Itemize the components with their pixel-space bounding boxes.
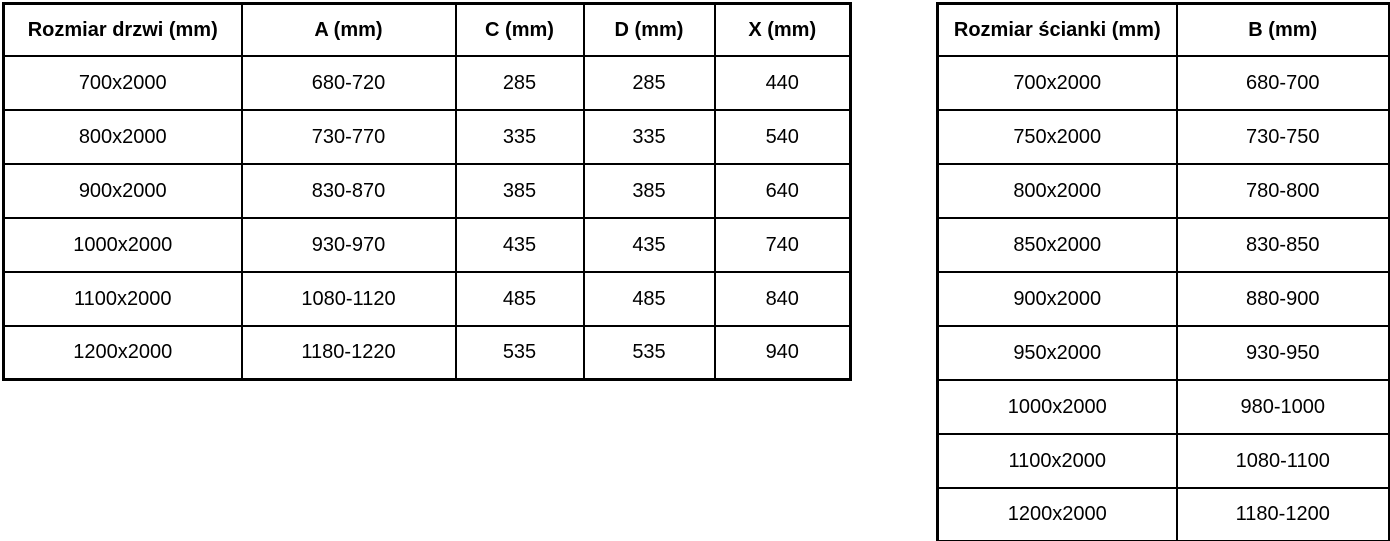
column-header: B (mm) [1175,2,1390,57]
table-cell: 385 [454,162,585,219]
column-header: C (mm) [454,2,585,57]
table-row: 1200x2000 1180-1200 [936,486,1390,541]
table-cell: 900x2000 [936,270,1178,327]
table-cell: 740 [713,216,852,273]
table-cell: 950x2000 [936,324,1178,381]
table-cell: 440 [713,54,852,111]
table-cell: 700x2000 [2,54,243,111]
table-cell: 700x2000 [936,54,1178,111]
table-cell: 1180-1220 [240,324,457,381]
table-cell: 1080-1120 [240,270,457,327]
table-cell: 285 [582,54,716,111]
column-header: Rozmiar ścianki (mm) [936,2,1178,57]
table-row: 750x2000 730-750 [936,108,1390,165]
table-cell: 930-970 [240,216,457,273]
table-cell: 385 [582,162,716,219]
table-cell: 850x2000 [936,216,1178,273]
table-cell: 1200x2000 [936,486,1178,541]
table-cell: 435 [454,216,585,273]
table-cell: 485 [454,270,585,327]
table-cell: 780-800 [1175,162,1390,219]
table-cell: 730-750 [1175,108,1390,165]
table-cell: 535 [454,324,585,381]
table-cell: 285 [454,54,585,111]
table-cell: 335 [582,108,716,165]
column-header: A (mm) [240,2,457,57]
table-cell: 435 [582,216,716,273]
table-row: 900x2000 880-900 [936,270,1390,327]
table-cell: 680-700 [1175,54,1390,111]
table-row: 700x2000 680-700 [936,54,1390,111]
table-row: 1000x2000 930-970 435 435 740 [2,216,852,273]
table-cell: 335 [454,108,585,165]
table-cell: 1200x2000 [2,324,243,381]
table-cell: 1000x2000 [2,216,243,273]
table-cell: 800x2000 [2,108,243,165]
table-cell: 640 [713,162,852,219]
table-row: 800x2000 780-800 [936,162,1390,219]
table-cell: 830-870 [240,162,457,219]
table-cell: 1100x2000 [936,432,1178,489]
table-row: 1100x2000 1080-1100 [936,432,1390,489]
table-row: 1000x2000 980-1000 [936,378,1390,435]
table-cell: 840 [713,270,852,327]
table-cell: 880-900 [1175,270,1390,327]
wall-size-table: Rozmiar ścianki (mm) B (mm) 700x2000 680-70… [936,2,1390,541]
table-cell: 980-1000 [1175,378,1390,435]
header-row: Rozmiar ścianki (mm) B (mm) [936,2,1390,57]
table-cell: 830-850 [1175,216,1390,273]
table-cell: 1180-1200 [1175,486,1390,541]
table-row: 1200x2000 1180-1220 535 535 940 [2,324,852,381]
table-cell: 535 [582,324,716,381]
table-row: 1100x2000 1080-1120 485 485 840 [2,270,852,327]
header-row: Rozmiar drzwi (mm) A (mm) C (mm) D (mm) X (m… [2,2,852,57]
table-row: 900x2000 830-870 385 385 640 [2,162,852,219]
table-cell: 930-950 [1175,324,1390,381]
table-cell: 540 [713,108,852,165]
column-header: D (mm) [582,2,716,57]
column-header: X (mm) [713,2,852,57]
table-row: 850x2000 830-850 [936,216,1390,273]
table-row: 800x2000 730-770 335 335 540 [2,108,852,165]
table-cell: 1000x2000 [936,378,1178,435]
table-cell: 900x2000 [2,162,243,219]
table-cell: 485 [582,270,716,327]
table-cell: 1080-1100 [1175,432,1390,489]
table-row: 950x2000 930-950 [936,324,1390,381]
table-cell: 800x2000 [936,162,1178,219]
table-cell: 750x2000 [936,108,1178,165]
door-size-table: Rozmiar drzwi (mm) A (mm) C (mm) D (mm) X (m… [2,2,852,381]
table-cell: 680-720 [240,54,457,111]
table-cell: 1100x2000 [2,270,243,327]
table-row: 700x2000 680-720 285 285 440 [2,54,852,111]
table-cell: 940 [713,324,852,381]
column-header: Rozmiar drzwi (mm) [2,2,243,57]
table-cell: 730-770 [240,108,457,165]
